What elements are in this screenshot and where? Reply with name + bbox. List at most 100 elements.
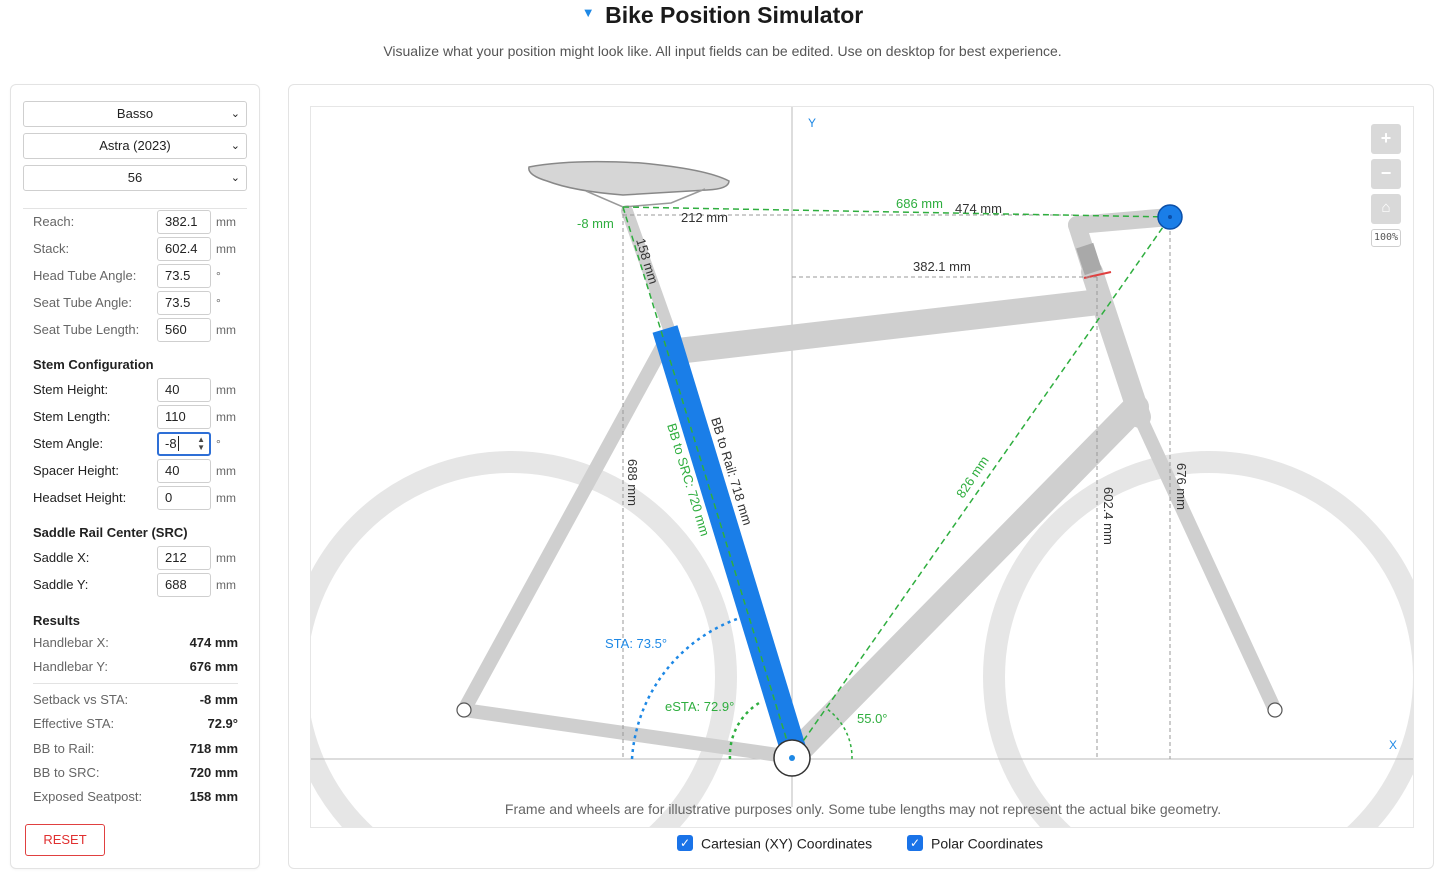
spinner-arrows-icon[interactable]: ▲ ▼ — [197, 435, 205, 452]
saddle-x-label: 212 mm — [681, 210, 728, 225]
bb-to-rail-result: BB to Rail: 718 mm — [33, 741, 238, 759]
sta-arc — [630, 617, 738, 760]
effective-sta-label: Effective STA: — [33, 716, 115, 731]
size-select[interactable]: 56 ⌄ — [23, 165, 247, 191]
head-tube-angle-label: Head Tube Angle: — [33, 268, 137, 283]
model-select-value: Astra (2023) — [99, 138, 171, 153]
spacer-height-input[interactable]: 40 — [157, 459, 211, 483]
model-select[interactable]: Astra (2023) ⌄ — [23, 133, 247, 159]
stem-angle-row: Stem Angle: -8 ▲ ▼ ° — [33, 432, 248, 456]
setback-label: Setback vs STA: — [33, 692, 129, 707]
bar-x-label: 474 mm — [955, 201, 1002, 216]
seat-tube — [652, 325, 807, 756]
y-axis-label: Y — [808, 116, 816, 130]
setback-result: Setback vs STA: -8 mm — [33, 692, 238, 710]
x-axis-label: X — [1389, 738, 1397, 752]
stem-length-label: Stem Length: — [33, 409, 111, 424]
reach-input[interactable]: 382.1 — [157, 210, 211, 234]
exposed-seatpost — [621, 205, 675, 335]
saddle-rail-center-heading: Saddle Rail Center (SRC) — [33, 525, 188, 540]
fork — [1133, 410, 1282, 717]
spacer-height-unit: mm — [216, 464, 236, 478]
seat-tube-angle-label: Seat Tube Angle: — [33, 295, 133, 310]
page-title: Bike Position Simulator — [605, 2, 864, 28]
seat-tube-length-row: Seat Tube Length: 560 mm — [33, 318, 248, 342]
headset-height-input[interactable]: 0 — [157, 486, 211, 510]
exposed-seatpost-value: 158 mm — [189, 789, 238, 804]
zoom-in-button[interactable]: + — [1371, 124, 1401, 154]
brand-select[interactable]: Basso ⌄ — [23, 101, 247, 127]
chevron-down-icon: ⌄ — [230, 108, 240, 120]
stack-unit: mm — [216, 242, 236, 256]
stack-input[interactable]: 602.4 — [157, 237, 211, 261]
esta-arc — [728, 701, 760, 760]
cartesian-toggle[interactable]: ✓ Cartesian (XY) Coordinates — [677, 834, 872, 854]
handlebar-y-value: 676 mm — [189, 659, 238, 674]
seat-tube-angle-row: Seat Tube Angle: 73.5 ° — [33, 291, 248, 315]
setback-label: -8 mm — [577, 216, 614, 231]
saddle-y-label: 688 mm — [625, 459, 640, 506]
saddle-y-input[interactable]: 688 — [157, 573, 211, 597]
cartesian-label: Cartesian (XY) Coordinates — [701, 835, 873, 852]
stem-configuration-heading: Stem Configuration — [33, 357, 154, 372]
polar-lines — [622, 206, 1171, 758]
divider — [23, 208, 247, 209]
bike-drawing: Y X — [311, 107, 1413, 827]
home-icon[interactable]: ⌂ — [1371, 194, 1401, 224]
stem-height-label: Stem Height: — [33, 382, 109, 397]
divider — [33, 683, 238, 684]
handlebar-x-label: Handlebar X: — [33, 635, 109, 650]
seat-tube-length-label: Seat Tube Length: — [33, 322, 140, 337]
polar-label: Polar Coordinates — [931, 835, 1044, 852]
head-tube-angle-row: Head Tube Angle: 73.5 ° — [33, 264, 248, 288]
page-header: ▼ Bike Position Simulator Visualize what… — [0, 0, 1445, 70]
saddle-x-input[interactable]: 212 — [157, 546, 211, 570]
spacer-height-row: Spacer Height: 40 mm — [33, 459, 248, 483]
chain-stay — [457, 703, 799, 764]
page-subtitle: Visualize what your position might look … — [383, 43, 1062, 59]
stem-angle-input[interactable]: -8 ▲ ▼ — [157, 432, 211, 456]
zoom-out-button[interactable]: − — [1371, 159, 1401, 189]
stem-height-input[interactable]: 40 — [157, 378, 211, 402]
head-tube-angle-input[interactable]: 73.5 — [157, 264, 211, 288]
esta-label: eSTA: 72.9° — [665, 699, 734, 714]
seat-tube-length-input[interactable]: 560 — [157, 318, 211, 342]
size-select-value: 56 — [127, 170, 143, 185]
reach-row: Reach: 382.1 mm — [33, 210, 248, 234]
collapse-triangle-icon[interactable]: ▼ — [581, 5, 595, 20]
reach-unit: mm — [216, 215, 236, 229]
saddle-y-label: Saddle Y: — [33, 577, 89, 592]
reach-label: 382.1 mm — [913, 259, 971, 274]
polar-toggle[interactable]: ✓ Polar Coordinates — [907, 834, 1043, 854]
saddle-y-row: Saddle Y: 688 mm — [33, 573, 248, 597]
saddle-x-label: Saddle X: — [33, 550, 90, 565]
reach-label: Reach: — [33, 214, 75, 229]
headset-height-row: Headset Height: 0 mm — [33, 486, 248, 510]
reset-button[interactable]: RESET — [25, 824, 105, 856]
stem-height-unit: mm — [216, 383, 236, 397]
bar-y-label: 676 mm — [1174, 463, 1189, 510]
results-heading: Results — [33, 613, 80, 628]
bike-canvas[interactable]: Y X — [310, 106, 1414, 828]
down-tube — [779, 394, 1149, 770]
stack-label: Stack: — [33, 241, 70, 256]
headset-height-unit: mm — [216, 491, 236, 505]
stem-length-input[interactable]: 110 — [157, 405, 211, 429]
saddle-y-unit: mm — [216, 578, 236, 592]
bb-to-src-value: 720 mm — [189, 765, 238, 780]
stem — [1068, 208, 1179, 234]
title-row: ▼ Bike Position Simulator — [0, 2, 1445, 29]
saddle-x-row: Saddle X: 212 mm — [33, 546, 248, 570]
seat-stay — [457, 335, 672, 717]
stack-label: 602.4 mm — [1101, 487, 1116, 545]
checkbox-checked-icon[interactable]: ✓ — [677, 835, 693, 852]
visualization-panel: Y X — [288, 84, 1434, 869]
setback-value: -8 mm — [199, 692, 238, 707]
effective-sta-result: Effective STA: 72.9° — [33, 716, 238, 734]
checkbox-checked-icon[interactable]: ✓ — [907, 835, 923, 852]
measurement-lines — [622, 207, 1171, 759]
exposed-seatpost-result: Exposed Seatpost: 158 mm — [33, 789, 238, 807]
handlebar-x-result: Handlebar X: 474 mm — [33, 635, 238, 653]
seat-tube-length-unit: mm — [216, 323, 236, 337]
seat-tube-angle-input[interactable]: 73.5 — [157, 291, 211, 315]
